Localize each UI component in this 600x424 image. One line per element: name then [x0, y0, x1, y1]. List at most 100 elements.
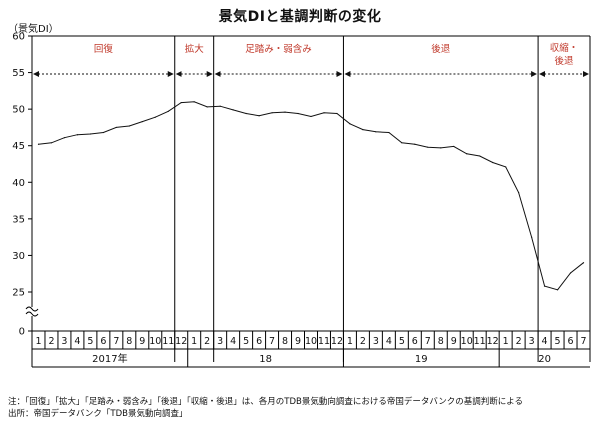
chart-frame: [31, 35, 591, 368]
month-label: 5: [243, 336, 249, 347]
month-label: 7: [269, 336, 275, 347]
month-label: 6: [568, 336, 574, 347]
data-point: [336, 112, 338, 115]
month-label: 9: [295, 336, 301, 347]
data-point: [232, 109, 234, 111]
y-tick-label: 25: [12, 288, 25, 299]
month-label: 3: [529, 336, 535, 347]
data-point: [531, 236, 533, 238]
data-point: [141, 120, 143, 123]
month-label: 11: [474, 336, 486, 347]
month-label: 10: [461, 336, 473, 347]
data-point: [37, 143, 40, 145]
month-label: 2: [48, 336, 54, 347]
month-label: 8: [282, 336, 288, 347]
data-point: [543, 285, 546, 287]
axis-break-mark: [25, 306, 39, 312]
data-point: [505, 166, 507, 168]
month-label: 7: [580, 336, 586, 347]
data-point: [89, 133, 91, 135]
phase-label: 後退: [431, 43, 451, 55]
month-label: 10: [305, 336, 317, 347]
y-tick-label: 55: [12, 68, 25, 79]
data-point: [154, 116, 156, 118]
month-label: 3: [373, 336, 379, 347]
data-point: [63, 137, 66, 139]
data-point: [76, 134, 79, 136]
month-label: 8: [126, 336, 132, 347]
month-label: 12: [175, 336, 187, 347]
data-point: [362, 129, 364, 131]
x-axis: 1 2 3 4 5 6 7 8 9 10 11 12 1 2 3 4 5 6 7 8 9 10 11 12 1 2 3 4 5 6 7 8 9 1…: [31, 331, 591, 367]
data-point: [206, 106, 208, 108]
data-point: [414, 143, 416, 145]
month-label: 2: [516, 336, 522, 347]
data-point: [102, 131, 104, 134]
month-label: 1: [347, 336, 353, 347]
data-point: [271, 112, 273, 114]
y-tick-label: 30: [12, 251, 25, 262]
month-label: 4: [74, 336, 80, 347]
y-tick-label: 60: [12, 32, 25, 43]
data-point: [193, 101, 195, 103]
year-label: 20: [538, 354, 551, 365]
month-label: 7: [425, 336, 431, 347]
data-point: [401, 142, 403, 144]
year-label: 2017年: [92, 352, 127, 365]
data-point: [492, 161, 494, 164]
chart-title: 景気DIと基調判断の変化: [218, 9, 382, 25]
data-point: [297, 112, 299, 115]
month-label: 2: [204, 336, 210, 347]
data-point: [440, 147, 442, 149]
month-label: 1: [503, 336, 509, 347]
month-label: 12: [487, 336, 499, 347]
month-label: 3: [217, 336, 223, 347]
data-point: [115, 126, 117, 129]
month-label: 3: [61, 336, 67, 347]
month-label: 6: [412, 336, 418, 347]
phase-label: 収縮・後退: [550, 42, 579, 67]
month-label: 5: [555, 336, 561, 347]
month-label: 4: [386, 336, 392, 347]
series-line: [38, 101, 584, 291]
month-label: 11: [162, 336, 174, 347]
data-point: [245, 112, 247, 115]
data-point: [167, 110, 169, 112]
data-point: [556, 289, 559, 291]
phase-label: 拡大: [185, 43, 205, 55]
data-point: [180, 101, 182, 104]
month-label: 6: [256, 336, 262, 347]
month-label: 5: [87, 336, 93, 347]
footnote-note: 注：「回復」「拡大」「足踏み・弱含み」「後退」「収縮・後退」は、各月のTDB景気…: [8, 397, 523, 407]
month-label: 7: [113, 336, 119, 347]
axis-break-mark: [25, 311, 39, 317]
data-point: [349, 123, 351, 125]
data-point: [518, 191, 520, 194]
data-point: [284, 111, 286, 113]
data-point: [128, 125, 130, 127]
month-label: 12: [331, 336, 343, 347]
data-point: [219, 105, 221, 107]
footnote-source: 出所：帝国データバンク「TDB景気動向調査」: [8, 409, 188, 419]
data-point: [453, 145, 455, 148]
y-axis: 0 25 30 35 40 45 50 55 60: [12, 32, 39, 338]
y-tick-label: 40: [12, 178, 25, 189]
data-point: [323, 112, 325, 114]
y-tick-label: 50: [12, 105, 25, 116]
series-layer: [37, 101, 585, 291]
month-label: 11: [318, 336, 330, 347]
data-point: [50, 142, 53, 144]
data-point: [427, 146, 429, 148]
y-axis-unit-label: （景気DI）: [8, 24, 59, 35]
month-label: 8: [438, 336, 444, 347]
data-point: [388, 131, 390, 134]
data-point: [375, 131, 377, 133]
data-point: [569, 272, 572, 274]
year-label: 18: [259, 354, 272, 365]
year-label: 19: [415, 354, 428, 365]
y-tick-label: 45: [12, 141, 25, 152]
month-label: 9: [451, 336, 457, 347]
data-point: [258, 115, 260, 117]
month-label: 10: [149, 336, 161, 347]
